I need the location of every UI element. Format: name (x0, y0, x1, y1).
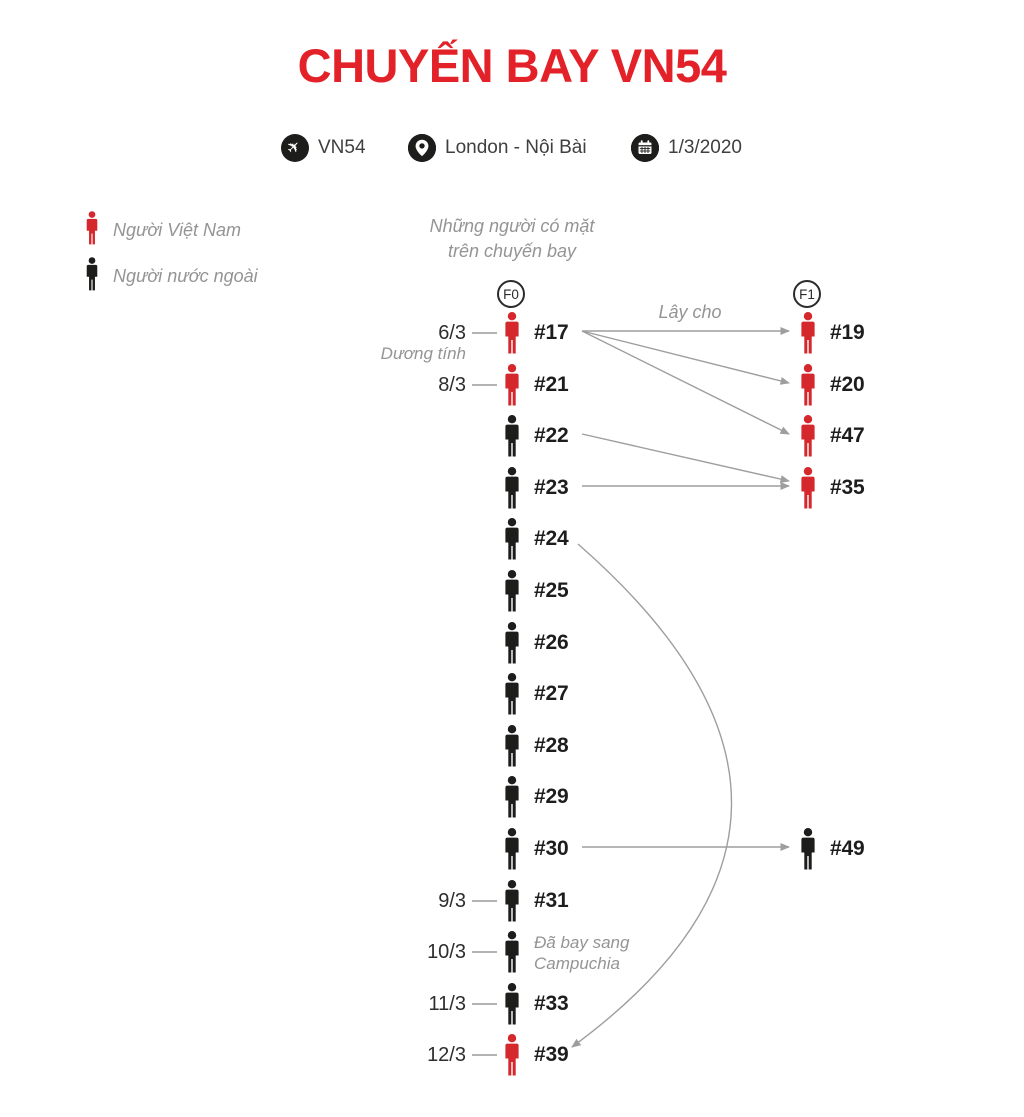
vietnamese-person-icon (84, 210, 100, 250)
passengers-note-line2: trên chuyến bay (447, 241, 577, 262)
flight-code: VN54 (318, 137, 366, 158)
date-tick (472, 1003, 497, 1005)
passenger-id: #29 (534, 785, 569, 808)
legend: Người Việt Nam Người nước ngoài (84, 210, 258, 304)
person-icon (502, 467, 522, 509)
date-tick (472, 900, 497, 902)
legend-label: Người Việt Nam (113, 219, 241, 240)
person-icon (502, 983, 522, 1025)
person-icon (502, 415, 522, 457)
transmission-arrow (581, 330, 790, 385)
passenger-id: #22 (534, 424, 569, 447)
passenger-id: #47 (830, 424, 865, 447)
passenger-note: Đã bay sang Campuchia (534, 933, 630, 974)
person-icon (502, 931, 522, 973)
person-icon (502, 1034, 522, 1076)
person-icon (798, 312, 818, 354)
person-icon (502, 364, 522, 406)
date-note: Dương tính (380, 344, 466, 363)
passenger-id: #19 (830, 321, 865, 344)
person-icon (798, 364, 818, 406)
date-tick (472, 951, 497, 953)
passenger-id: #26 (534, 631, 569, 654)
person-icon (502, 518, 522, 560)
date-tick (472, 332, 497, 334)
person-icon (798, 828, 818, 870)
passenger-id: #30 (534, 837, 569, 860)
plane-icon: ✈ (281, 134, 309, 162)
passenger-id: #25 (534, 579, 569, 602)
person-icon (502, 828, 522, 870)
foreign-person-icon (84, 256, 100, 296)
f0-badge: F0 (497, 280, 525, 308)
passengers-note-line1: Những người có mặt (429, 216, 595, 236)
onset-date: 10/3 (427, 941, 466, 963)
passenger-id: #21 (534, 373, 569, 396)
passenger-id: #28 (534, 734, 569, 757)
transmission-arrow (581, 330, 790, 435)
transmission-curve (571, 543, 733, 1048)
meta-flight: ✈ VN54 (281, 134, 366, 162)
date-tick (472, 1054, 497, 1056)
legend-item-vietnamese: Người Việt Nam (84, 210, 258, 250)
passenger-id: #24 (534, 527, 569, 550)
date-label: 1/3/2020 (668, 137, 742, 158)
onset-date: 8/3 (438, 374, 466, 396)
passenger-id: #35 (830, 476, 865, 499)
f1-badge: F1 (793, 280, 821, 308)
transmission-label: Lây cho (658, 302, 722, 322)
person-icon (502, 673, 522, 715)
onset-date: 11/3 (428, 993, 466, 1015)
passenger-id: #23 (534, 476, 569, 499)
passengers-note: Những người có mặt trên chuyến bay (430, 214, 595, 264)
location-icon (408, 134, 436, 162)
person-icon (502, 880, 522, 922)
legend-label: Người nước ngoài (113, 265, 258, 286)
person-icon (502, 622, 522, 664)
passenger-id: #31 (534, 889, 569, 912)
person-icon (798, 415, 818, 457)
person-icon (502, 776, 522, 818)
passenger-id: #33 (534, 992, 569, 1015)
meta-date: 1/3/2020 (631, 134, 742, 162)
person-icon (502, 570, 522, 612)
onset-date: 9/3 (438, 890, 466, 912)
legend-item-foreign: Người nước ngoài (84, 256, 258, 296)
person-icon (502, 312, 522, 354)
onset-date: 12/3 (427, 1044, 466, 1066)
onset-date: 6/3 (438, 322, 466, 344)
passenger-id: #39 (534, 1043, 569, 1066)
person-icon (798, 467, 818, 509)
calendar-icon (631, 134, 659, 162)
person-icon (502, 725, 522, 767)
passenger-id: #17 (534, 321, 569, 344)
date-tick (472, 384, 497, 386)
page-title: CHUYẾN BAY VN54 (297, 39, 727, 92)
route-label: London - Nội Bài (445, 137, 587, 158)
passenger-id: #49 (830, 837, 865, 860)
passenger-id: #20 (830, 373, 865, 396)
transmission-arrow (581, 433, 790, 484)
meta-route: London - Nội Bài (408, 134, 587, 162)
passenger-id: #27 (534, 682, 569, 705)
